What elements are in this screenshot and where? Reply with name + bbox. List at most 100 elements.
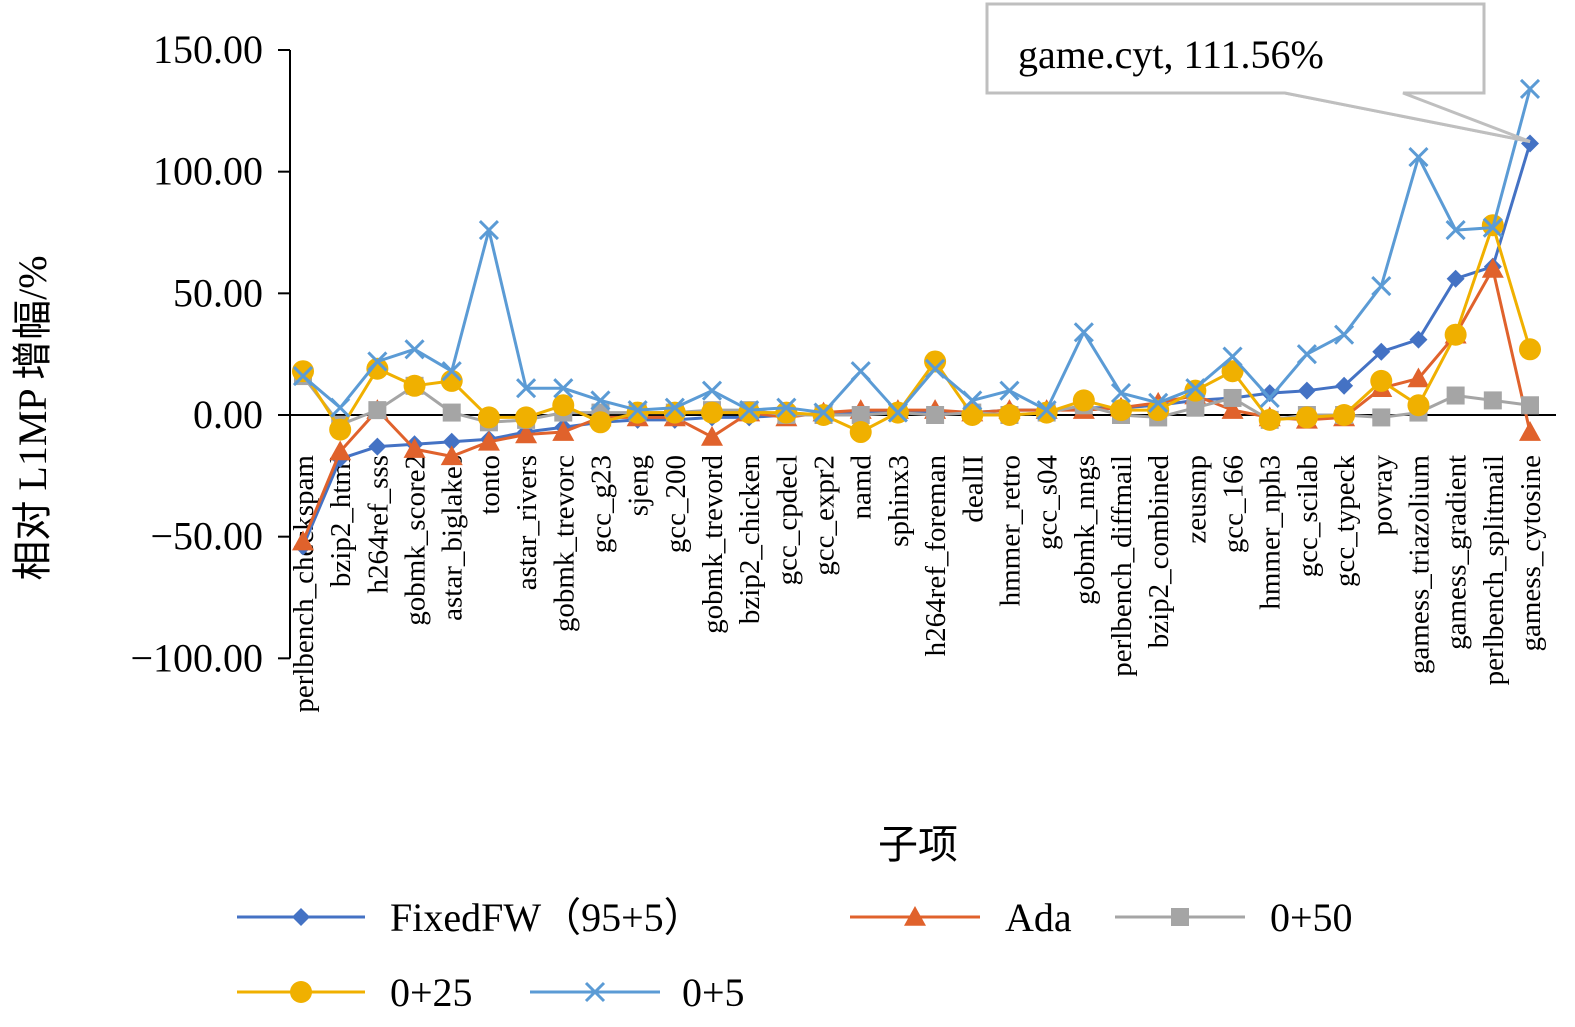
x-tick-label: hmmer_nph3 <box>1255 455 1287 610</box>
x-tick-label: gobmk_nngs <box>1069 455 1101 605</box>
data-point <box>961 404 984 426</box>
series-line <box>301 223 1532 434</box>
data-point <box>1482 217 1503 238</box>
data-point <box>775 401 798 424</box>
data-point <box>368 401 387 420</box>
data-point <box>925 358 946 379</box>
data-point <box>776 397 797 418</box>
x-tick-label: sphinx3 <box>883 455 915 547</box>
data-point <box>515 423 538 444</box>
x-tick-label: gamess_gradient <box>1441 455 1473 650</box>
data-point <box>1148 392 1169 413</box>
data-point <box>1221 399 1244 419</box>
legend-item-0-5: 0+5 <box>530 970 745 1015</box>
y-tick-label: −50.00 <box>150 514 263 559</box>
data-point <box>851 406 870 424</box>
x-tick-label: gobmk_score2 <box>400 455 432 626</box>
legend-label: Ada <box>1005 895 1072 940</box>
data-point <box>553 378 574 399</box>
legend-item-0-50: 0+50 <box>1115 895 1353 940</box>
data-point <box>330 397 351 418</box>
data-point <box>1221 360 1244 383</box>
data-point <box>849 421 872 444</box>
data-point <box>924 350 947 373</box>
data-point <box>926 406 945 424</box>
data-point <box>1481 258 1504 278</box>
x-tick-label: gamess_cytosine <box>1515 455 1547 652</box>
data-point <box>850 361 871 382</box>
data-point <box>812 404 835 426</box>
legend-marker <box>904 906 926 926</box>
data-point <box>1073 322 1094 343</box>
data-point <box>477 430 500 451</box>
series-0-25 <box>292 214 1541 444</box>
legend-marker <box>584 981 606 1003</box>
x-tick-label: bzip2_chicken <box>734 455 766 625</box>
data-point <box>292 360 314 383</box>
data-point <box>627 400 648 421</box>
data-point <box>329 418 352 441</box>
x-tick-label: gcc_s04 <box>1032 455 1064 551</box>
x-tick-label: sjeng <box>623 455 655 516</box>
data-point <box>1297 381 1316 400</box>
x-tick-label: povray <box>1366 455 1398 536</box>
legend-label: 0+50 <box>1270 895 1353 940</box>
data-point <box>1185 378 1206 399</box>
data-point <box>440 445 463 466</box>
data-point <box>1335 376 1354 395</box>
data-point <box>1222 346 1243 367</box>
data-point <box>368 437 387 456</box>
data-point <box>999 380 1020 401</box>
data-point <box>1409 330 1428 349</box>
legend-label: 0+25 <box>390 970 473 1015</box>
data-point <box>1296 344 1317 365</box>
x-tick-label: gcc_200 <box>660 455 692 553</box>
x-tick-label: perlbench_diffmail <box>1106 455 1138 677</box>
x-tick-label: gcc_166 <box>1218 455 1250 553</box>
data-point <box>403 438 426 458</box>
data-point <box>1407 367 1430 388</box>
x-tick-label: zeusmp <box>1180 455 1212 544</box>
data-point <box>1259 387 1280 409</box>
legend-item-ada: Ada <box>850 895 1072 940</box>
x-tick-label: astar_biglakes <box>437 455 469 621</box>
x-tick-label: bzip2_combined <box>1143 455 1175 649</box>
data-point <box>962 390 983 411</box>
data-point <box>813 402 834 423</box>
data-point <box>664 397 685 418</box>
data-point <box>442 432 461 451</box>
data-point <box>1333 404 1356 426</box>
data-point <box>292 366 314 387</box>
plot-series <box>292 78 1541 556</box>
data-point <box>1446 386 1465 405</box>
annotation: game.cyt, 111.56% <box>985 2 1531 144</box>
data-point <box>329 440 352 461</box>
data-point <box>1295 406 1318 429</box>
data-point <box>1186 398 1205 417</box>
legend-label: FixedFW（95+5） <box>390 895 704 940</box>
y-axis-title: 相对 L1MP 增幅/% <box>10 255 55 580</box>
y-tick-label: −100.00 <box>130 635 263 680</box>
series-line <box>302 88 1532 415</box>
data-point <box>1521 134 1539 153</box>
data-point <box>701 425 723 446</box>
data-point <box>1446 269 1465 288</box>
x-tick-label: gcc_expr2 <box>809 455 841 576</box>
data-point <box>1444 323 1467 346</box>
data-point <box>701 401 723 424</box>
data-point <box>1370 369 1393 392</box>
y-tick-label: 50.00 <box>173 270 263 315</box>
annotation-callout <box>985 2 1531 144</box>
x-tick-label: gcc_scilab <box>1292 455 1324 577</box>
x-tick-label: perlbench_checkspam <box>288 455 320 713</box>
x-tick-label: h264ref_foreman <box>920 455 952 657</box>
y-tick-label: 0.00 <box>193 392 263 437</box>
data-point <box>1519 421 1541 441</box>
legend-item-0-25: 0+25 <box>237 970 473 1015</box>
y-tick-label: 150.00 <box>153 27 263 72</box>
legend-marker <box>1171 908 1189 926</box>
data-point <box>1408 147 1429 168</box>
x-tick-label: h264ref_sss <box>362 455 394 594</box>
x-tick-label: dealII <box>957 455 989 523</box>
